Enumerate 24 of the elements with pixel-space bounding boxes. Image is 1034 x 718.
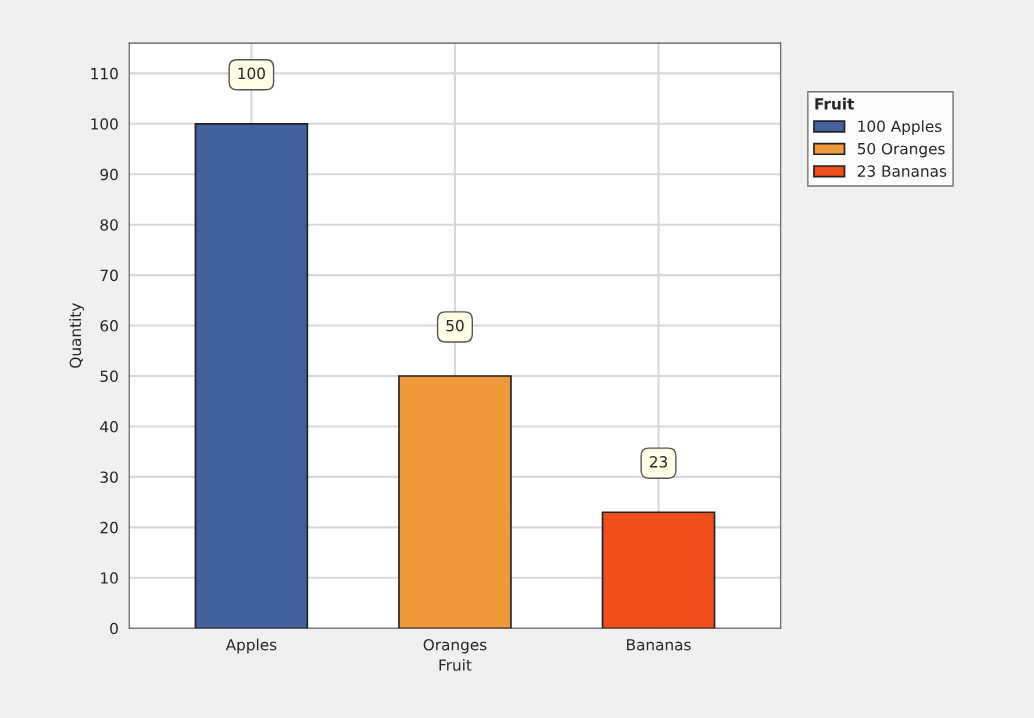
y-tick-label: 100 bbox=[91, 118, 118, 130]
y-tick-label: 0 bbox=[110, 622, 118, 635]
data-label: 100 bbox=[238, 67, 265, 80]
legend-label: 100 Apples bbox=[858, 120, 942, 135]
y-tick-label: 40 bbox=[100, 420, 118, 433]
data-label: 23 bbox=[649, 456, 668, 468]
y-tick-label: 80 bbox=[100, 219, 118, 231]
y-tick-label: 90 bbox=[100, 168, 118, 181]
y-tick-label: 70 bbox=[100, 269, 118, 282]
x-tick-label: Oranges bbox=[423, 638, 487, 654]
y-tick-label: 60 bbox=[100, 320, 118, 332]
legend-title: Fruit bbox=[815, 97, 855, 110]
y-tick-label: 30 bbox=[100, 471, 118, 483]
data-label: 50 bbox=[446, 319, 464, 332]
x-tick-label: Bananas bbox=[627, 639, 691, 651]
y-tick-label: 20 bbox=[100, 521, 118, 534]
y-axis-title: Quantity bbox=[69, 303, 85, 368]
y-tick-label: 110 bbox=[91, 67, 118, 80]
legend-label: 50 Oranges bbox=[857, 142, 945, 158]
y-tick-label: 50 bbox=[100, 370, 118, 383]
x-tick-label: Apples bbox=[225, 638, 277, 654]
y-tick-label: 10 bbox=[101, 572, 118, 584]
legend-label: 23 Bananas bbox=[857, 165, 947, 177]
x-axis-title: Fruit bbox=[439, 659, 472, 671]
